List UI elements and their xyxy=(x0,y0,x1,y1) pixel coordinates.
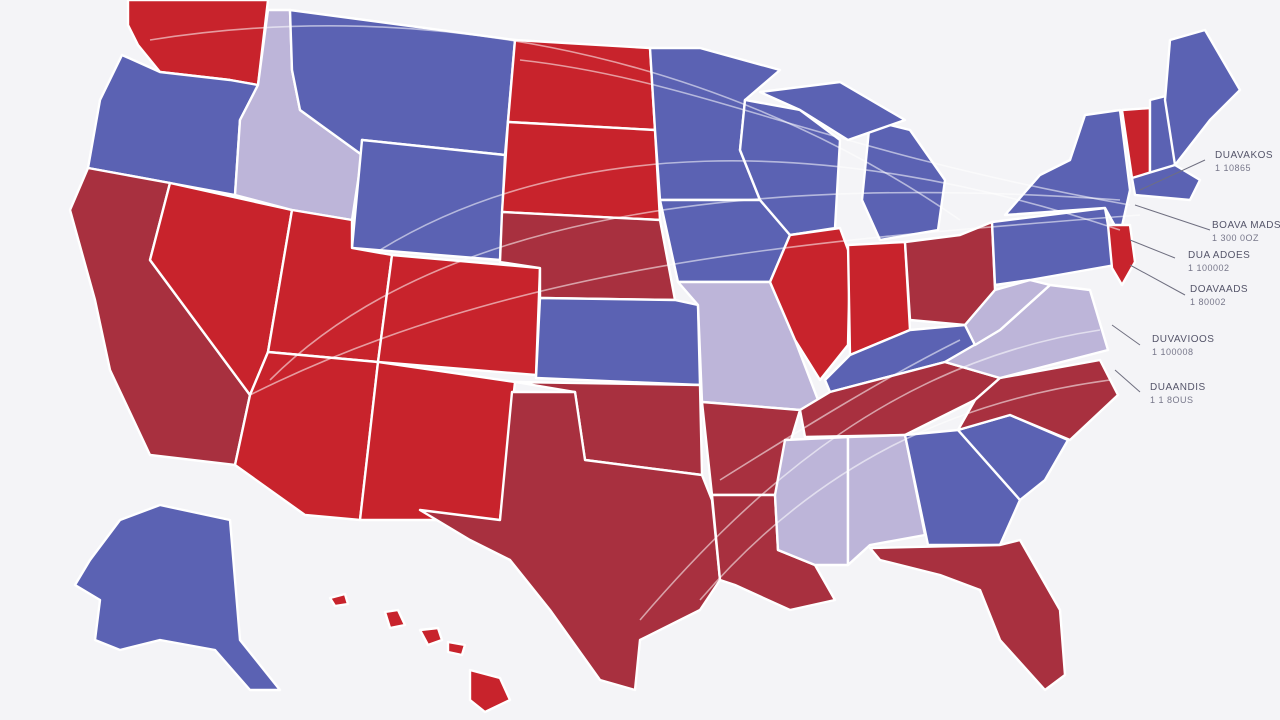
side-label-6: DUAANDIS 1 1 8OUS xyxy=(1150,382,1206,405)
state-alaska[interactable] xyxy=(73,503,282,692)
state-pennsylvania[interactable] xyxy=(990,206,1117,287)
side-label-2: BOAVA MADS 1 300 0OZ xyxy=(1212,220,1280,243)
side-label-heading: DOAVAADS xyxy=(1190,284,1248,295)
state-michigan-upper[interactable] xyxy=(758,80,907,142)
state-hawaii-islet-4 xyxy=(328,592,350,608)
state-colorado[interactable] xyxy=(376,253,542,377)
side-label-value: 1 80002 xyxy=(1190,297,1226,307)
state-hawaii-islet-2 xyxy=(418,626,444,647)
state-mississippi[interactable] xyxy=(773,435,850,567)
state-kansas[interactable] xyxy=(534,296,702,387)
state-hawaii[interactable] xyxy=(468,668,512,714)
side-label-value: 1 100008 xyxy=(1152,347,1194,357)
side-label-heading: DUAVAKOS xyxy=(1215,150,1273,161)
state-alabama[interactable] xyxy=(846,433,927,567)
state-texas[interactable] xyxy=(418,390,722,692)
states-layer xyxy=(68,0,1242,714)
state-hawaii-islet-1 xyxy=(383,608,407,630)
state-florida[interactable] xyxy=(868,538,1067,692)
side-label-heading: DUAANDIS xyxy=(1150,382,1206,393)
side-label-value: 1 1 8OUS xyxy=(1150,395,1194,405)
flow-lines xyxy=(149,25,1141,621)
state-new-mexico[interactable] xyxy=(358,360,517,522)
label-leader-lines xyxy=(1111,159,1211,393)
state-south-dakota[interactable] xyxy=(500,120,662,222)
side-label-4: DOAVAADS 1 80002 xyxy=(1190,284,1248,307)
state-north-carolina[interactable] xyxy=(956,358,1120,442)
state-arizona[interactable] xyxy=(233,350,380,522)
state-massachusetts[interactable] xyxy=(1130,163,1202,202)
side-label-value: 1 300 0OZ xyxy=(1212,233,1259,243)
side-label-heading: DUA ADOES xyxy=(1188,250,1250,261)
state-maine[interactable] xyxy=(1163,28,1242,167)
side-label-heading: BOAVA MADS xyxy=(1212,220,1280,231)
state-west-virginia[interactable] xyxy=(963,278,1052,347)
side-label-heading: DUVAVIOOS xyxy=(1152,334,1214,345)
side-label-3: DUA ADOES 1 100002 xyxy=(1188,250,1250,273)
side-label-value: 1 10865 xyxy=(1215,163,1251,173)
side-label-1: DUAVAKOS 1 10865 xyxy=(1215,150,1273,173)
side-label-5: DUVAVIOOS 1 100008 xyxy=(1152,334,1214,357)
state-georgia[interactable] xyxy=(903,428,1022,547)
side-labels: DUAVAKOS 1 10865 BOAVA MADS 1 300 0OZ DUA AD… xyxy=(1150,150,1280,405)
state-hawaii-islet-3 xyxy=(446,640,467,657)
state-new-jersey[interactable] xyxy=(1106,223,1137,287)
state-wyoming[interactable] xyxy=(350,138,507,262)
side-label-value: 1 100002 xyxy=(1188,263,1230,273)
state-illinois[interactable] xyxy=(768,226,852,382)
